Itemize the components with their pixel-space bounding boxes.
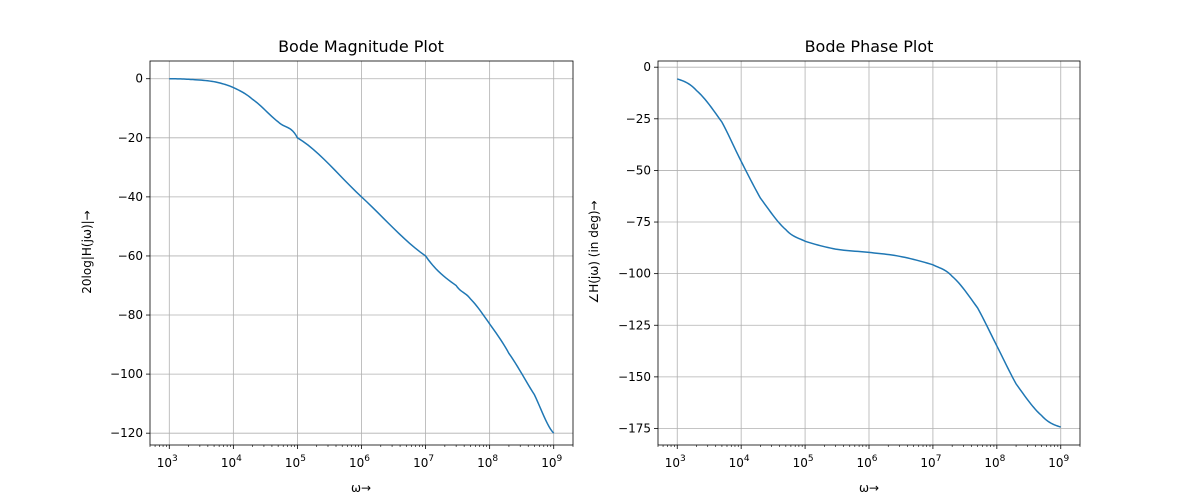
magnitude-x-tick-exponent: 9: [556, 454, 562, 464]
magnitude-x-tick-label: 103: [157, 454, 178, 470]
phase-y-tick-label: −75: [626, 215, 651, 229]
magnitude-x-axis-label: ω→: [351, 481, 371, 495]
magnitude-series-line: [169, 77, 555, 434]
magnitude-chart-title: Bode Magnitude Plot: [278, 37, 444, 56]
magnitude-x-tick-label: 105: [285, 454, 306, 470]
phase-y-tick-label: −125: [618, 318, 651, 332]
magnitude-y-tick-label: −60: [118, 249, 143, 263]
magnitude-x-tick-label: 109: [541, 454, 562, 470]
magnitude-x-tick-exponent: 4: [236, 454, 242, 464]
phase-x-tick-exponent: 8: [1000, 454, 1006, 464]
phase-x-tick-exponent: 9: [1064, 454, 1070, 464]
magnitude-x-tick-label: 106: [349, 454, 370, 470]
phase-x-tick-label: 109: [1048, 454, 1069, 470]
phase-x-tick-label: 107: [920, 454, 941, 470]
phase-y-tick-label: −100: [618, 267, 651, 281]
phase-x-tick-exponent: 3: [680, 454, 686, 464]
phase-x-tick-label: 105: [793, 454, 814, 470]
phase-x-tick-label: 104: [729, 454, 750, 470]
phase-series-line: [677, 78, 1061, 428]
magnitude-x-tick-label: 107: [413, 454, 434, 470]
phase-chart-title: Bode Phase Plot: [805, 37, 934, 56]
magnitude-y-tick-label: −40: [118, 190, 143, 204]
magnitude-x-tick-label: 104: [221, 454, 242, 470]
magnitude-y-tick-label: 0: [135, 72, 143, 86]
phase-x-axis-label: ω→: [859, 481, 879, 495]
phase-chart: Bode Phase Plot ω→ ∠H(jω) (in deg)→ 0 −25…: [587, 37, 1081, 495]
magnitude-x-tick-label: 108: [477, 454, 498, 470]
magnitude-y-tick-label: −100: [110, 367, 143, 381]
magnitude-x-tick-exponent: 6: [364, 454, 370, 464]
magnitude-x-tick-exponent: 3: [172, 454, 178, 464]
phase-x-tick-exponent: 5: [808, 454, 814, 464]
magnitude-x-tick-exponent: 7: [428, 454, 434, 464]
magnitude-y-tick-label: −80: [118, 308, 143, 322]
phase-y-axis-label: ∠H(jω) (in deg)→: [587, 200, 601, 303]
magnitude-x-tick-exponent: 8: [492, 454, 498, 464]
phase-y-tick-label: 0: [643, 60, 651, 74]
phase-x-tick-exponent: 7: [936, 454, 942, 464]
magnitude-chart: Bode Magnitude Plot ω→ 20log|H(jω)|→ 0 −2…: [80, 37, 574, 495]
phase-y-tick-label: −175: [618, 421, 651, 435]
phase-y-tick-label: −25: [626, 112, 651, 126]
phase-x-tick-label: 108: [984, 454, 1005, 470]
phase-x-tick-label: 103: [665, 454, 686, 470]
phase-y-tick-label: −50: [626, 163, 651, 177]
magnitude-y-tick-label: −120: [110, 426, 143, 440]
magnitude-y-tick-label: −20: [118, 131, 143, 145]
phase-y-tick-label: −150: [618, 370, 651, 384]
phase-x-tick-exponent: 4: [744, 454, 750, 464]
magnitude-y-axis-label: 20log|H(jω)|→: [80, 210, 94, 293]
phase-x-tick-label: 106: [856, 454, 877, 470]
magnitude-x-tick-exponent: 5: [300, 454, 306, 464]
phase-x-tick-exponent: 6: [872, 454, 878, 464]
